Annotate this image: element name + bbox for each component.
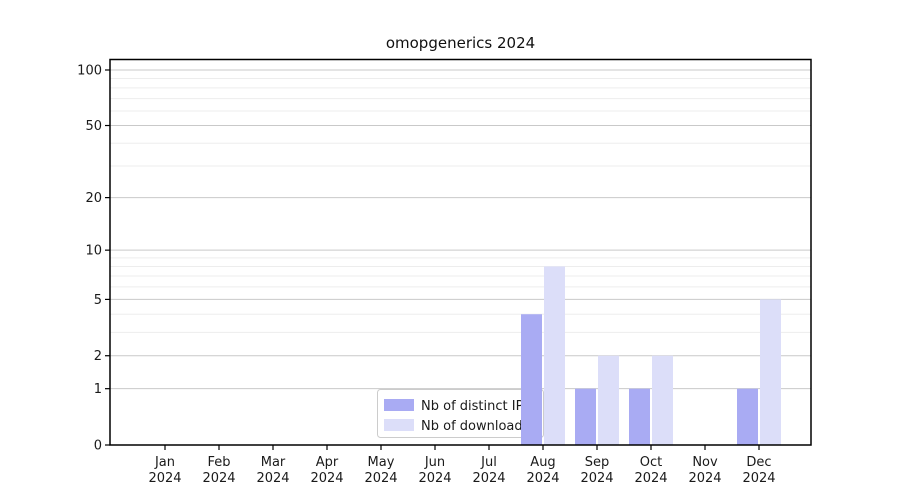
- x-tick-label-month: Apr: [316, 455, 339, 470]
- bar-oct-downloads: [652, 355, 673, 445]
- chart-title: omopgenerics 2024: [385, 34, 536, 52]
- y-tick-label: 10: [85, 244, 102, 259]
- x-tick-label-year: 2024: [364, 471, 397, 486]
- x-tick-label-month: Dec: [746, 455, 771, 470]
- legend-swatch-distinct-ips: [384, 399, 414, 411]
- x-tick-label-year: 2024: [634, 471, 667, 486]
- bars: [521, 266, 781, 445]
- bar-aug-distinct-ips: [521, 314, 542, 445]
- x-tick-label-month: Jul: [480, 455, 497, 470]
- x-tick-label-month: Aug: [530, 455, 555, 470]
- y-tick-label: 50: [85, 119, 102, 134]
- gridlines: [110, 69, 811, 390]
- y-tick-label: 1: [94, 382, 102, 397]
- y-tick-label: 100: [77, 63, 102, 78]
- x-tick-label-month: Mar: [261, 455, 286, 470]
- legend-box: [377, 389, 544, 438]
- x-tick-label-year: 2024: [742, 471, 775, 486]
- axes: 0125102050100Jan2024Feb2024Mar2024Apr202…: [77, 58, 812, 486]
- bar-aug-downloads: [544, 266, 565, 445]
- x-tick-label-year: 2024: [310, 471, 343, 486]
- bar-sep-distinct-ips: [575, 388, 596, 445]
- x-tick-label-year: 2024: [526, 471, 559, 486]
- legend-label-downloads: Nb of downloads: [421, 419, 530, 434]
- y-tick-label: 0: [94, 439, 102, 454]
- y-tick-label: 2: [94, 349, 102, 364]
- x-tick-label-year: 2024: [256, 471, 289, 486]
- x-tick-label-month: Sep: [585, 455, 610, 470]
- y-tick-label: 5: [94, 293, 102, 308]
- x-tick-label-month: Jan: [154, 455, 175, 470]
- x-tick-label-year: 2024: [688, 471, 721, 486]
- x-tick-label-month: Jun: [424, 455, 445, 470]
- plot-frame: [109, 58, 812, 446]
- x-tick-label-month: Feb: [207, 455, 230, 470]
- x-tick-label-month: Oct: [640, 455, 662, 470]
- y-tick-label: 20: [85, 191, 102, 206]
- x-tick-label-year: 2024: [418, 471, 451, 486]
- legend: Nb of distinct IPs Nb of downloads: [377, 389, 544, 438]
- x-tick-label-year: 2024: [472, 471, 505, 486]
- x-tick-label-year: 2024: [580, 471, 613, 486]
- bar-oct-distinct-ips: [629, 388, 650, 445]
- x-tick-label-month: May: [368, 455, 395, 470]
- x-tick-label-year: 2024: [202, 471, 235, 486]
- bar-sep-downloads: [598, 355, 619, 445]
- bar-dec-downloads: [760, 299, 781, 445]
- x-tick-label-year: 2024: [148, 471, 181, 486]
- x-tick-label-month: Nov: [692, 455, 718, 470]
- bar-dec-distinct-ips: [737, 388, 758, 445]
- legend-label-distinct-ips: Nb of distinct IPs: [421, 399, 530, 414]
- legend-swatch-downloads: [384, 419, 414, 431]
